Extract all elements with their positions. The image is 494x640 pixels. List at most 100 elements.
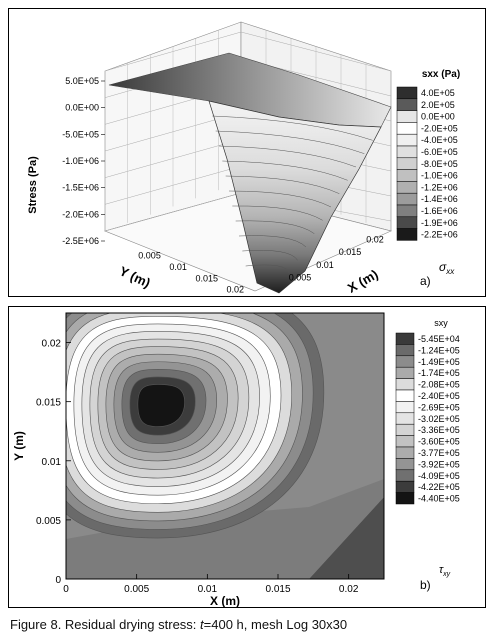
z-tick-label: -5.0E+05 — [62, 129, 99, 139]
x-tick-label: 0 — [63, 584, 69, 595]
sxy-legend-label: -1.24E+05 — [418, 345, 460, 355]
surface-contour — [245, 264, 290, 274]
y-axis-ticks-b: 0 0.005 0.01 0.015 0.02 — [36, 339, 71, 586]
x-tick-label: 0.005 — [124, 584, 149, 595]
sxx-legend-swatch — [396, 181, 418, 194]
x-tick-label: 0.01 — [198, 584, 218, 595]
sxx-legend-swatch — [396, 216, 418, 229]
x-tick-label: 0.015 — [339, 247, 362, 257]
sxx-legend-swatch — [396, 145, 418, 159]
sxy-legend-label: -2.69E+05 — [418, 402, 460, 412]
y-tick-label: 0.02 — [227, 285, 245, 295]
sxy-legend-label: -1.74E+05 — [418, 368, 460, 378]
panel-b-sxy: 0 0.005 0.01 0.015 0.02 0 0.005 0.01 0.015 0.02 … — [8, 306, 486, 608]
y-tick-label: 0.015 — [195, 273, 218, 283]
sxy-legend-swatch — [395, 435, 415, 448]
x-tick-label: 0.02 — [366, 235, 384, 245]
sxy-legend-label: -3.36E+05 — [418, 425, 460, 435]
y-tick-label: 0.01 — [169, 262, 187, 272]
sxx-legend-swatch — [396, 98, 418, 111]
sxy-legend-label: -2.40E+05 — [418, 391, 460, 401]
sxy-legend-title: sxy — [434, 318, 448, 328]
x-tick-label: 0.02 — [339, 584, 359, 595]
sxy-legend-swatch — [395, 412, 415, 425]
surface-contour — [222, 160, 348, 181]
sxy-legend-label: -3.02E+05 — [418, 414, 460, 424]
sxx-legend-swatch — [396, 192, 418, 206]
y-axis-ticks-a: 0.005 0.01 0.015 0.02 — [138, 250, 244, 294]
z-tick-label: -1.5E+06 — [62, 183, 99, 193]
y-axis-label-a: Y (m) — [117, 263, 153, 290]
surface-contour — [215, 130, 365, 154]
sxx-legend-label: -1.0E+06 — [421, 171, 458, 181]
sxx-legend-label: -2.2E+06 — [421, 230, 458, 240]
sxy-contour-rings — [66, 313, 325, 539]
sxy-legend-label: -4.40E+05 — [418, 494, 460, 504]
sxy-legend-swatch — [395, 469, 415, 482]
sxx-legend-label: -8.0E+05 — [421, 159, 458, 169]
sxx-legend-swatch — [396, 122, 418, 135]
sxy-legend-label: -4.22E+05 — [418, 482, 460, 492]
sxx-surface-chart: 5.0E+05 0.0E+00 -5.0E+05 -1.0E+06 -1.5E+06 -2… — [27, 21, 460, 296]
z-tick-label: -2.0E+06 — [62, 209, 99, 219]
sxy-legend-label: -2.08E+05 — [418, 380, 460, 390]
plot-frame — [65, 312, 385, 580]
x-tick-label: 0.015 — [265, 584, 290, 595]
z-axis-ticks: 5.0E+05 0.0E+00 -5.0E+05 -1.0E+06 -1.5E+06 -2… — [62, 76, 105, 246]
surface-contour — [238, 235, 307, 248]
x-axis-label-a: X (m) — [345, 266, 381, 295]
y-axis-label-b: Y (m) — [12, 431, 26, 461]
sxx-legend-title: sxx (Pa) — [422, 69, 460, 80]
sxy-legend-label: -3.60E+05 — [418, 437, 460, 447]
x-axis-label-b: X (m) — [210, 594, 240, 607]
z-axis-label: Stress (Pa) — [27, 156, 39, 214]
contour-ring — [137, 384, 185, 427]
y-tick-label: 0.015 — [36, 398, 61, 409]
z-tick-label: -2.5E+06 — [62, 236, 99, 246]
surface-contour — [232, 205, 323, 221]
figure-caption: Figure 8. Residual drying stress: t=400 … — [10, 617, 347, 632]
sxy-legend-swatch — [395, 344, 415, 357]
z-tick-label: 0.0E+00 — [65, 103, 99, 113]
sxy-legend-label: -4.09E+05 — [418, 471, 460, 481]
panel-a-label: a) — [420, 274, 431, 288]
sxy-legend-swatch — [395, 366, 415, 379]
sxx-legend-label: -6.0E+05 — [421, 147, 458, 157]
sxx-legend-swatch — [396, 204, 418, 218]
sxy-legend-swatch — [395, 355, 415, 368]
x-axis-ticks-a: 0.005 0.01 0.015 0.02 — [289, 235, 384, 283]
sxy-legend-swatch — [395, 446, 415, 459]
z-tick-label: -1.0E+06 — [62, 156, 99, 166]
panel-a-sxx: 5.0E+05 0.0E+00 -5.0E+05 -1.0E+06 -1.5E+06 -2… — [8, 8, 486, 297]
sxx-legend-swatch — [396, 86, 418, 100]
surface-contour — [212, 115, 373, 141]
sxy-legend-label: -3.77E+05 — [418, 448, 460, 458]
caption-t-variable: t — [200, 617, 204, 632]
y-tick-label: 0 — [55, 575, 61, 586]
y-tick-label: 0.005 — [138, 250, 161, 260]
surface-contour — [235, 220, 315, 234]
y-tick-label: 0.02 — [42, 339, 62, 350]
sxy-legend-swatch — [395, 378, 415, 391]
sxx-legend-swatch — [396, 133, 418, 147]
sxy-legend: -5.45E+04-1.24E+05 -1.49E+05-1.74E+05 -2.0… — [395, 332, 460, 505]
sxx-legend-label: -1.2E+06 — [421, 182, 458, 192]
sxx-legend-label: -1.6E+06 — [421, 206, 458, 216]
surface-contour — [242, 250, 298, 261]
sxy-legend-swatch — [395, 480, 415, 493]
sxy-legend-swatch — [395, 332, 415, 345]
sxx-legend-label: -2.0E+05 — [421, 123, 458, 133]
sxy-legend-label: -1.49E+05 — [418, 357, 460, 367]
z-tick-label: 5.0E+05 — [65, 76, 99, 86]
surface-contour — [228, 190, 332, 208]
sxx-legend-label: -4.0E+05 — [421, 135, 458, 145]
sxx-legend-swatch — [396, 228, 418, 241]
sxy-legend-label: -5.45E+04 — [418, 334, 460, 344]
sxy-contour-chart: 0 0.005 0.01 0.015 0.02 00.0050.010.0150.02 … — [12, 312, 460, 608]
sxx-legend-swatch — [396, 110, 418, 123]
x-tick-label: 0.005 — [289, 272, 312, 282]
sxx-legend-swatch — [396, 157, 418, 170]
sxx-contour-lines — [212, 115, 373, 274]
sxy-legend-label: -3.92E+05 — [418, 459, 460, 469]
sxx-legend-swatch — [396, 169, 418, 182]
